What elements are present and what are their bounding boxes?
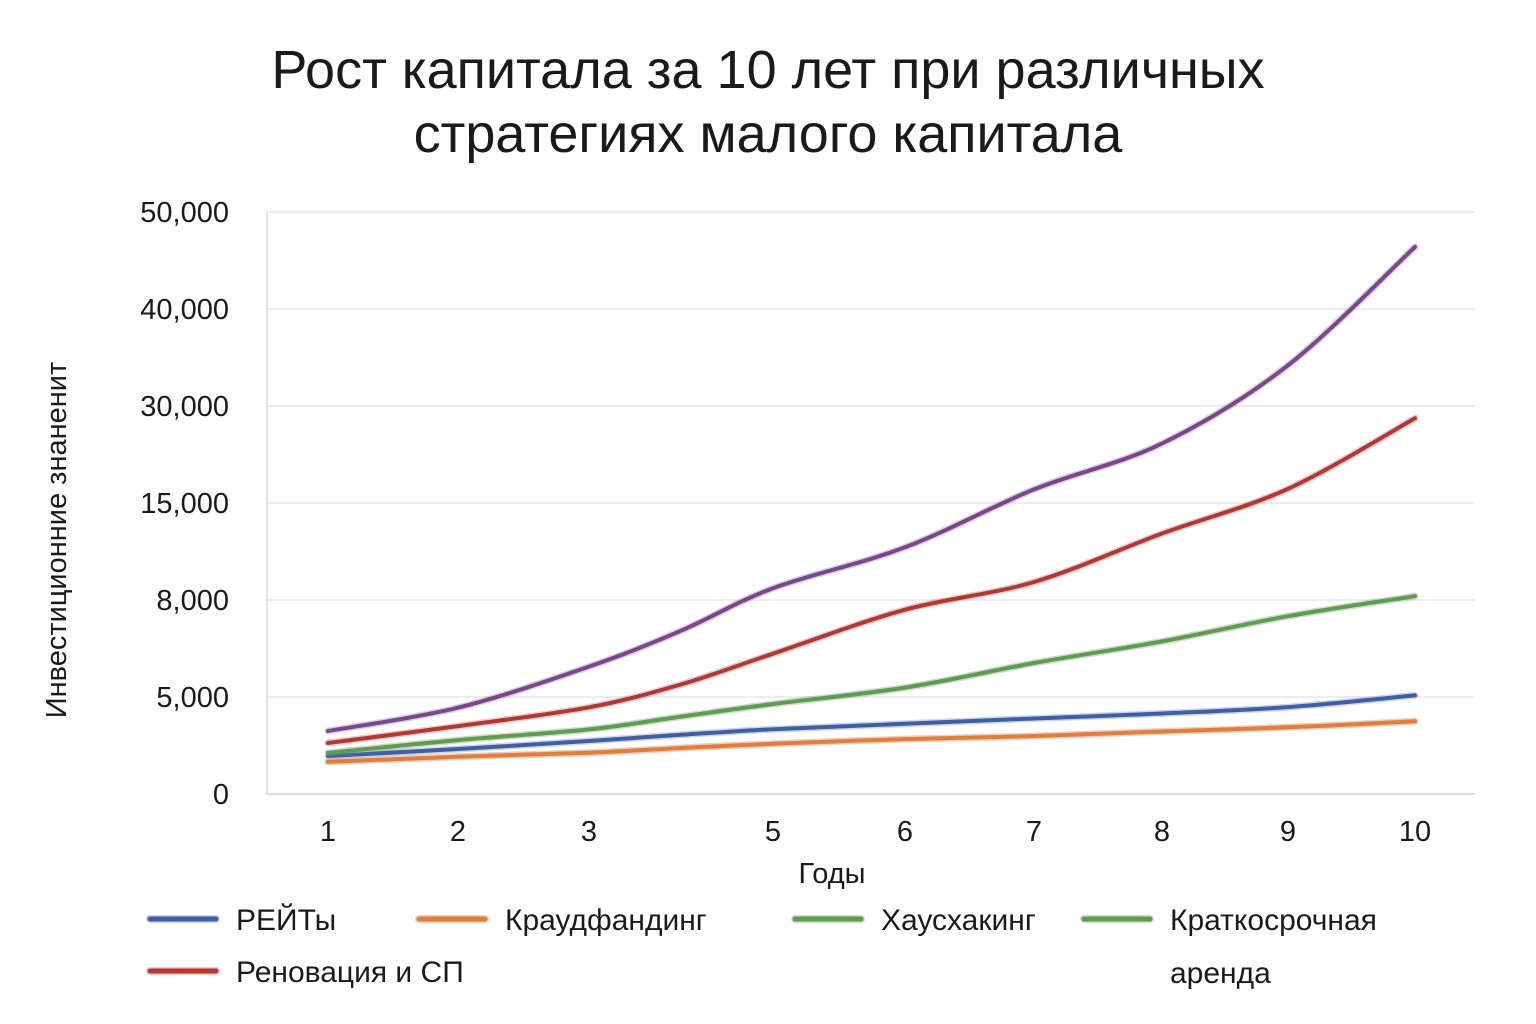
series-line: [326, 594, 1417, 755]
y-tick-label: 0: [213, 779, 229, 811]
y-tick-label: 30,000: [140, 391, 229, 423]
chart-title: Рост капитала за 10 лет при различных ст…: [0, 38, 1536, 166]
series-line: [326, 693, 1417, 758]
series-line: [326, 719, 1417, 764]
legend-label: Краудфандинг: [505, 904, 707, 937]
series-line-outline: [324, 243, 1419, 735]
legend-item-3: Хаусхакинг: [791, 904, 1036, 937]
series-5: [324, 243, 1419, 735]
series-lines: [324, 243, 1419, 766]
series-3: [324, 592, 1419, 757]
series-1: [324, 691, 1419, 760]
chart-title-line-1: Рост капитала за 10 лет при различных: [271, 40, 1265, 100]
y-tick-labels: 0 5,000 8,000 15,000 30,000 40,000 50,000: [140, 197, 229, 811]
y-axis-title: Инвестиционние знаненит: [41, 362, 73, 718]
series-4: [324, 414, 1419, 747]
x-tick-label: 7: [1026, 816, 1042, 848]
x-tick-label: 8: [1154, 816, 1170, 848]
x-tick-label: 5: [765, 816, 781, 848]
series-line: [326, 416, 1417, 745]
legend: РЕЙТы Краудфандинг Хаусхакинг Реновация и С…: [146, 903, 1377, 990]
legend-label: РЕЙТы: [236, 903, 336, 937]
x-tick-label: 1: [320, 816, 336, 848]
legend-label: Хаусхакинг: [881, 904, 1036, 937]
y-tick-label: 8,000: [156, 585, 229, 617]
y-tick-label: 15,000: [140, 488, 229, 520]
x-tick-label: 10: [1399, 816, 1431, 848]
x-tick-labels: 1 2 3 5 6 7 8 9 10: [320, 816, 1431, 848]
x-tick-label: 2: [450, 816, 466, 848]
y-tick-label: 40,000: [140, 294, 229, 326]
series-2: [324, 717, 1419, 766]
legend-item-4: Реновация и СП: [146, 956, 464, 989]
legend-label: Краткосрочная: [1170, 904, 1377, 937]
x-axis-title: Годы: [798, 858, 865, 890]
legend-item-1: РЕЙТы: [146, 903, 336, 937]
chart-title-line-2: стратегиях малого капитала: [413, 104, 1123, 164]
x-tick-label: 6: [897, 816, 913, 848]
x-tick-label: 9: [1280, 816, 1296, 848]
legend-item-2: Краудфандинг: [415, 904, 707, 937]
legend-item-extra: Краткосрочная аренда: [1080, 904, 1377, 990]
legend-label: Реновация и СП: [236, 956, 464, 989]
legend-label: аренда: [1170, 957, 1271, 990]
gridlines: [267, 211, 1475, 795]
y-tick-label: 5,000: [156, 682, 229, 714]
series-line: [326, 244, 1417, 733]
y-tick-label: 50,000: [140, 197, 229, 229]
x-tick-label: 3: [581, 816, 597, 848]
